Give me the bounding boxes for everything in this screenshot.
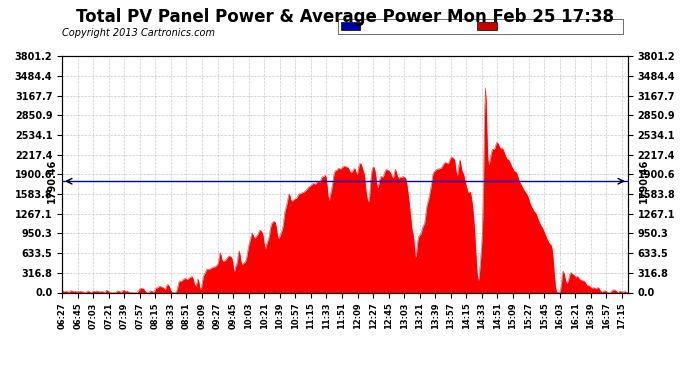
Text: 1790.46: 1790.46: [46, 159, 57, 203]
Text: Total PV Panel Power & Average Power Mon Feb 25 17:38: Total PV Panel Power & Average Power Mon…: [76, 8, 614, 26]
Text: 1790.46: 1790.46: [639, 159, 649, 203]
Legend: Average  (DC Watts), PV Panels  (DC Watts): Average (DC Watts), PV Panels (DC Watts): [337, 19, 623, 34]
Text: Copyright 2013 Cartronics.com: Copyright 2013 Cartronics.com: [62, 28, 215, 38]
